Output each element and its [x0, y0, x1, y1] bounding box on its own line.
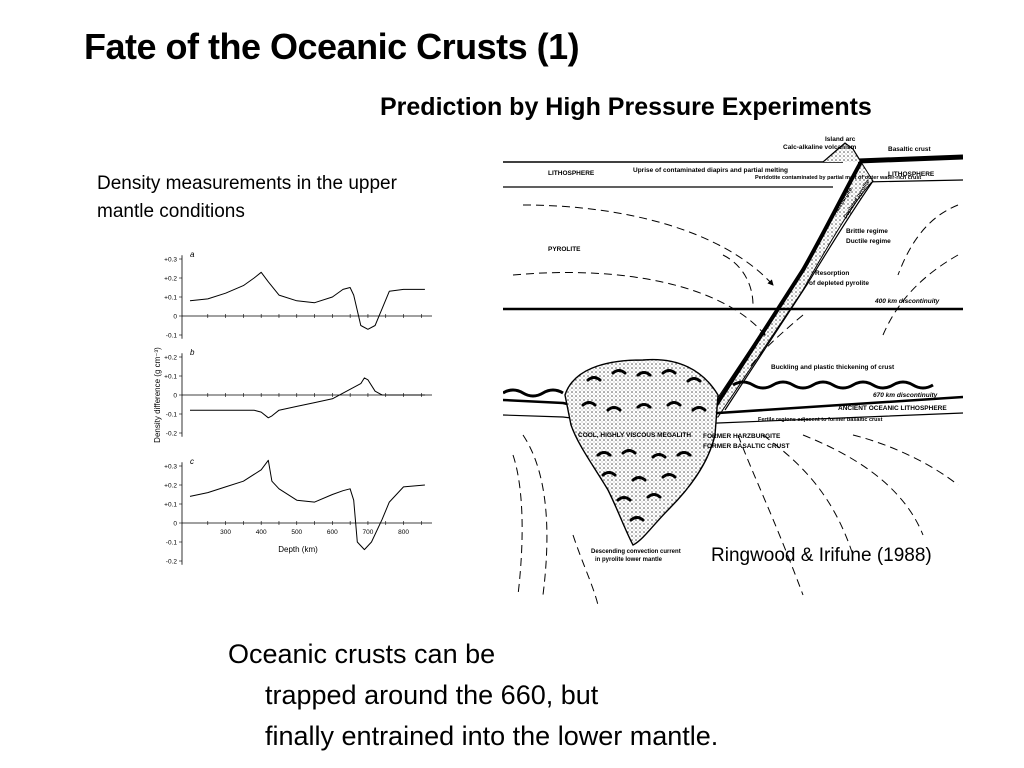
y-tick-label: -0.1: [166, 412, 178, 419]
y-tick-label: 0: [173, 393, 177, 400]
label-d400: 400 km discontinuity: [874, 298, 940, 305]
figure-citation: Ringwood & Irifune (1988): [711, 545, 932, 566]
label-island-arc: Island arc: [825, 136, 856, 143]
label-basaltic-crust: Basaltic crust: [888, 146, 931, 153]
y-tick-label: -0.1: [166, 540, 178, 547]
label-former-basalt: FORMER BASALTIC CRUST: [703, 443, 790, 450]
density-panel-b: +0.2 +0.1 0 -0.1 -0.2 b: [164, 348, 432, 438]
density-curve-a: [189, 271, 425, 330]
buckled-crust: [503, 380, 934, 398]
panel-label: b: [190, 348, 195, 357]
label-lithosphere-right: LITHOSPHERE: [888, 171, 935, 178]
panel-label: c: [190, 457, 194, 466]
y-tick-label: -0.1: [166, 333, 178, 340]
y-tick-label: -0.2: [166, 559, 178, 566]
y-tick-label: +0.3: [164, 464, 177, 471]
label-lithosphere-left: LITHOSPHERE: [548, 170, 595, 177]
conclusion-text: Oceanic crusts can be trapped around the…: [228, 634, 718, 757]
label-d670: 670 km discontinuity: [873, 392, 938, 399]
convection-currents: [512, 204, 959, 605]
subduction-diagram: Island arc Calc-alkaline volcanism Basal…: [503, 136, 963, 605]
label-uprise: Uprise of contaminated diapirs and parti…: [633, 167, 788, 174]
x-tick-label: 800: [398, 529, 409, 536]
panel-label: a: [190, 250, 195, 259]
x-tick-label: 600: [327, 529, 338, 536]
y-tick-label: 0: [173, 521, 177, 528]
x-tick-label: 300: [220, 529, 231, 536]
label-resorption: Resorption: [815, 270, 849, 277]
y-tick-label: 0: [173, 314, 177, 321]
y-tick-label: +0.2: [164, 483, 177, 490]
conclusion-line-3: finally entrained into the lower mantle.: [265, 721, 719, 751]
x-axis-label: Depth (km): [278, 545, 318, 554]
megalith-crust-fragments: [581, 369, 707, 522]
y-tick-label: +0.1: [164, 374, 177, 381]
x-tick-label: 400: [256, 529, 267, 536]
island-arc: [822, 142, 862, 163]
y-tick-label: +0.1: [164, 502, 177, 509]
y-tick-label: +0.1: [164, 295, 177, 302]
density-chart: Density difference (g cm⁻³) +0.3 +0.2 +0.1…: [153, 250, 432, 566]
density-curve-b: [190, 377, 425, 419]
density-panel-c: +0.3 +0.2 +0.1 0 -0.1 -0.2 c: [164, 457, 432, 566]
y-tick-label: +0.3: [164, 257, 177, 264]
conclusion-line-2: trapped around the 660, but: [265, 680, 599, 710]
density-curve-c: [189, 459, 425, 551]
slab-base-line: [724, 180, 874, 411]
label-pyrolite: PYROLITE: [548, 246, 581, 253]
slab-basalt-layer: [711, 161, 863, 412]
y-tick-label: +0.2: [164, 355, 177, 362]
x-tick-label: 700: [363, 529, 374, 536]
label-brittle: Brittle regime: [846, 228, 888, 235]
conclusion-line-1: Oceanic crusts can be: [228, 639, 496, 669]
label-buckling: Buckling and plastic thickening of crust: [771, 364, 895, 371]
label-descending: Descending convection current: [591, 549, 681, 555]
y-tick-label: +0.2: [164, 276, 177, 283]
label-ductile: Ductile regime: [846, 238, 891, 245]
label-calc-alkaline: Calc-alkaline volcanism: [783, 144, 857, 151]
label-descending2: in pyrolite lower mantle: [595, 557, 663, 563]
density-caption: Density measurements in the upper mantle…: [97, 173, 397, 222]
label-ancient: ANCIENT OCEANIC LITHOSPHERE: [838, 405, 947, 412]
slide-title: Fate of the Oceanic Crusts (1): [84, 26, 580, 67]
label-fertile: Fertile regions adjacent to former basal…: [758, 417, 883, 423]
y-tick-label: -0.2: [166, 431, 178, 438]
label-megalith: COOL, HIGHLY VISCOUS MEGALITH: [578, 432, 691, 439]
label-resorption2: of depleted pyrolite: [809, 280, 869, 287]
label-former-harz: FORMER HARZBURGITE: [703, 433, 781, 440]
label-peridotite: Peridotite contaminated by partial melt …: [755, 175, 921, 181]
slide-subtitle: Prediction by High Pressure Experiments: [380, 93, 872, 121]
right-lithosphere-line: [862, 179, 963, 183]
x-tick-label: 500: [291, 529, 302, 536]
y-axis-label: Density difference (g cm⁻³): [153, 347, 162, 443]
basaltic-crust-line: [857, 154, 963, 164]
density-panel-a: +0.3 +0.2 +0.1 0 -0.1 a: [164, 250, 432, 340]
